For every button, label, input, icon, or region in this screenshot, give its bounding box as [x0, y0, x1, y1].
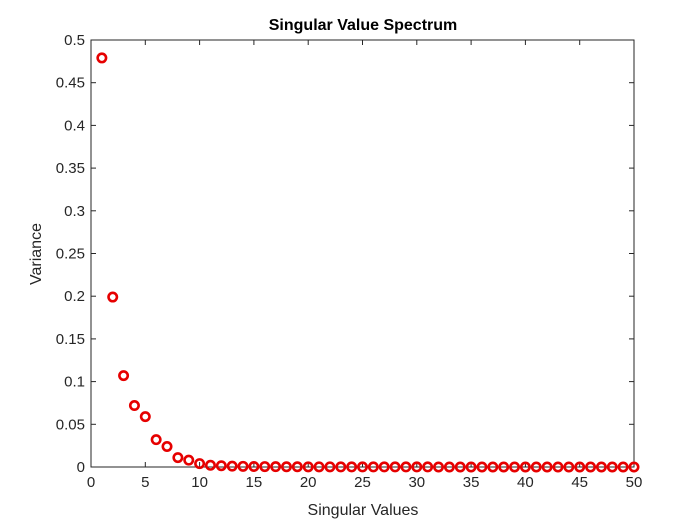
y-tick-label: 0.25: [56, 246, 85, 263]
data-point: [248, 460, 260, 472]
data-point: [411, 461, 423, 473]
data-point: [161, 441, 173, 453]
data-point: [172, 452, 184, 464]
y-tick-label: 0.5: [64, 32, 85, 49]
x-tick-label: 30: [408, 474, 425, 491]
data-point: [204, 459, 216, 471]
data-point: [606, 461, 618, 473]
data-point: [476, 461, 488, 473]
y-tick-label: 0: [77, 459, 85, 476]
x-tick-label: 0: [87, 474, 95, 491]
data-point: [400, 461, 412, 473]
x-tick-label: 40: [517, 474, 534, 491]
y-tick-label: 0.1: [64, 374, 85, 391]
x-tick-label: 20: [300, 474, 317, 491]
y-tick-label: 0.05: [56, 416, 85, 433]
data-point: [628, 461, 640, 473]
data-point: [443, 461, 455, 473]
x-tick-label: 50: [626, 474, 643, 491]
x-tick-label: 35: [463, 474, 480, 491]
data-point: [237, 460, 249, 472]
data-point: [302, 461, 314, 473]
data-point: [270, 461, 282, 473]
data-point: [422, 461, 434, 473]
data-point: [552, 461, 564, 473]
data-point: [107, 291, 119, 303]
data-point: [118, 370, 130, 382]
data-point: [291, 461, 303, 473]
y-tick-label: 0.2: [64, 288, 85, 305]
y-tick-label: 0.3: [64, 203, 85, 220]
data-points: [96, 52, 640, 473]
data-point: [324, 461, 336, 473]
x-tick-label: 15: [246, 474, 263, 491]
y-tick-label: 0.35: [56, 160, 85, 177]
data-point: [215, 460, 227, 472]
data-point: [194, 458, 206, 470]
y-tick-label: 0.45: [56, 75, 85, 92]
y-tick-label: 0.4: [64, 117, 85, 134]
data-point: [541, 461, 553, 473]
data-point: [389, 461, 401, 473]
data-point: [139, 411, 151, 423]
data-point: [183, 454, 195, 466]
x-tick-label: 10: [191, 474, 208, 491]
data-point: [487, 461, 499, 473]
chart-title: Singular Value Spectrum: [269, 17, 458, 34]
data-point: [454, 461, 466, 473]
data-point: [96, 52, 108, 64]
data-point: [378, 461, 390, 473]
data-point: [280, 461, 292, 473]
data-point: [498, 461, 510, 473]
data-point: [530, 461, 542, 473]
data-point: [346, 461, 358, 473]
data-point: [519, 461, 531, 473]
data-point: [335, 461, 347, 473]
data-point: [128, 400, 140, 412]
data-point: [585, 461, 597, 473]
data-point: [433, 461, 445, 473]
y-axis: 0 0.05 0.1 0.15 0.2 0.25 0.3 0.35 0.4 0.45 0.5: [56, 32, 634, 476]
data-point: [367, 461, 379, 473]
x-tick-label: 45: [571, 474, 588, 491]
plot-area: [90, 39, 635, 468]
y-tick-label: 0.15: [56, 331, 85, 348]
data-point: [356, 461, 368, 473]
x-axis-label: Singular Values: [308, 502, 419, 519]
data-point: [313, 461, 325, 473]
data-point: [259, 461, 271, 473]
y-axis-label: Variance: [28, 223, 45, 285]
x-axis: 0 5 10 15 20 25 30 35 40 45 50: [87, 40, 643, 491]
data-point: [574, 461, 586, 473]
data-point: [226, 460, 238, 472]
data-point: [595, 461, 607, 473]
data-point: [617, 461, 629, 473]
data-point: [509, 461, 521, 473]
x-tick-label: 25: [354, 474, 371, 491]
data-point: [150, 434, 162, 446]
x-tick-label: 5: [141, 474, 149, 491]
data-point: [563, 461, 575, 473]
data-point: [465, 461, 477, 473]
